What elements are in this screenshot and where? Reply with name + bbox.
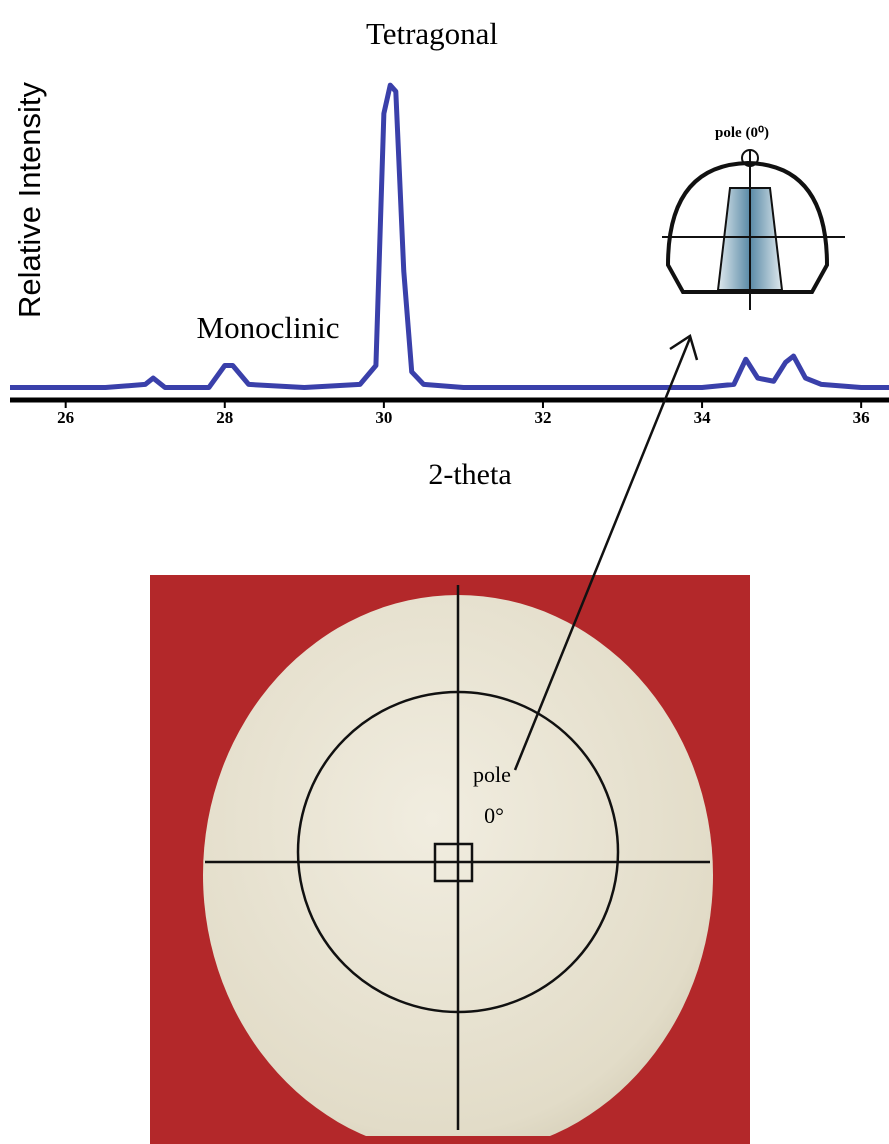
x-tick-label: 28 [216,408,233,427]
y-axis-label: Relative Intensity [12,81,47,318]
x-tick-label: 32 [534,408,551,427]
background [150,1136,750,1144]
x-tick-label: 30 [375,408,392,427]
photo: pole 0° [150,575,750,1144]
inset-diagram: pole (0⁰) [662,125,845,310]
annotation: pole (0⁰) [715,125,769,141]
annotation: Tetragonal [366,16,498,51]
x-tick-label: 36 [853,408,870,427]
annotation: Monoclinic [197,310,340,345]
annotation: 0° [484,803,504,828]
annotation: pole [473,762,511,787]
x-axis-label: 2-theta [428,458,511,491]
figure: 262830323436 Relative Intensity 2-theta … [0,0,889,1144]
x-tick-label: 34 [694,408,712,427]
x-tick-label: 26 [57,408,74,427]
